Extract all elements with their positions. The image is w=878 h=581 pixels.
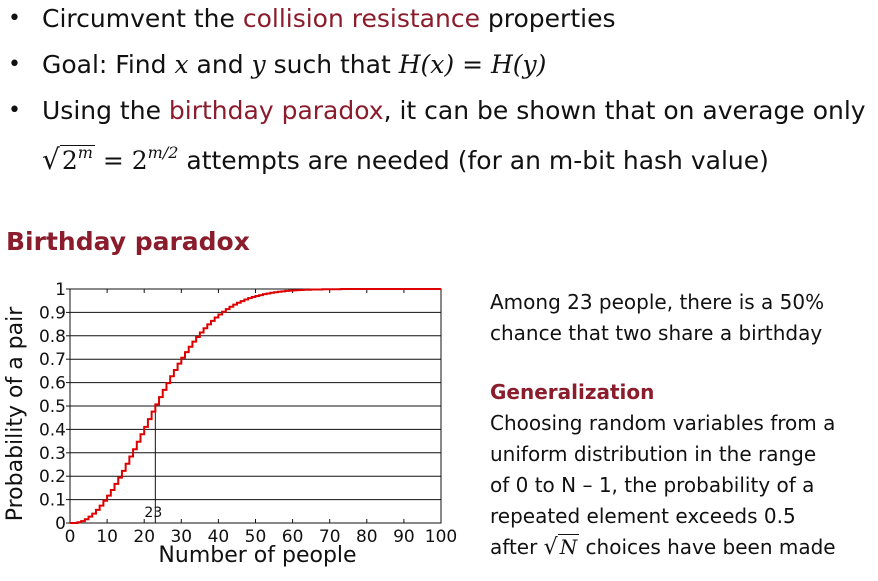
x-axis-label: Number of people — [158, 543, 356, 568]
section-title: Birthday paradox — [6, 227, 250, 256]
x-tick-label: 10 — [96, 527, 118, 547]
fact-line-1: Among 23 people, there is a 50% — [490, 290, 825, 314]
annotation-label: 23 — [144, 505, 162, 521]
bullet-dot: • — [8, 52, 21, 77]
sqrt-expression: √2m — [42, 138, 95, 176]
x-tick-label: 50 — [245, 527, 267, 547]
sqrt-exponent: m — [77, 143, 93, 162]
bullet-dot: • — [8, 6, 21, 31]
birthday-paradox-term: birthday paradox — [168, 96, 384, 125]
bullet-1-prefix: Circumvent the — [42, 4, 243, 33]
var-y: y — [251, 50, 266, 79]
x-tick-label: 0 — [65, 527, 76, 547]
power-exponent: m/2 — [147, 143, 179, 162]
bullet-2-text-b: such that — [265, 50, 399, 79]
sqrt-sign: √ — [543, 535, 558, 560]
bullet-2-and: and — [188, 50, 252, 79]
probability-curve — [70, 288, 441, 524]
y-tick-label: 0.9 — [39, 303, 66, 323]
gen-line-3: of 0 to N – 1, the probability of a — [490, 473, 815, 497]
y-axis-label: Probability of a pair — [3, 306, 28, 522]
var-x: x — [174, 50, 189, 79]
y-tick-label: 0.2 — [39, 467, 66, 487]
fact-line-2: chance that two share a birthday — [490, 321, 823, 345]
bullet-3-continued: √2m = 2m/2 attempts are needed (for an m… — [42, 138, 769, 176]
bullet-2-text-a: Goal: Find — [42, 50, 175, 79]
hash-equation: H(x) = H(y) — [398, 50, 547, 79]
gen-line-2: uniform distribution in the range — [490, 442, 817, 466]
gen-last-suffix: choices have been made — [579, 535, 836, 559]
x-tick-label: 90 — [393, 527, 415, 547]
chart-annotation: 23 — [70, 405, 162, 523]
birthday-chart: 0 0.1 0.2 0.3 0.4 0.5 0.6 0.7 0.8 0.9 1 0 10 20 30 40 5… — [0, 270, 470, 577]
x-tick-label: 40 — [208, 527, 230, 547]
gen-line-5: after √ N choices have been made — [490, 532, 875, 563]
explanation-panel: Among 23 people, there is a 50% chance t… — [490, 287, 875, 563]
x-tick-labels: 0 10 20 30 40 50 60 70 80 90 100 — [65, 527, 458, 547]
equals-two: = 2 — [94, 146, 148, 175]
sqrt-sign: √ — [42, 143, 60, 176]
y-tick-label: 0.5 — [39, 397, 66, 417]
bullet-dot: • — [8, 98, 21, 123]
collision-resistance-term: collision resistance — [242, 4, 480, 33]
y-tick-label: 0.3 — [39, 444, 66, 464]
x-tick-label: 70 — [319, 527, 341, 547]
bullet-3-suffix: , it can be shown that on average only — [383, 96, 866, 125]
gen-last-prefix: after — [490, 535, 544, 559]
x-tick-label: 20 — [133, 527, 155, 547]
sqrt-n-var: N — [557, 534, 580, 559]
y-tick-label: 0 — [55, 514, 66, 534]
y-tick-label: 1 — [55, 280, 66, 300]
sqrt-n: √ N — [544, 532, 580, 563]
y-tick-labels: 0 0.1 0.2 0.3 0.4 0.5 0.6 0.7 0.8 0.9 1 — [39, 280, 66, 534]
x-tick-label: 60 — [282, 527, 304, 547]
y-tick-label: 0.8 — [39, 327, 66, 347]
bullet-3-tail: attempts are needed (for an m-bit hash v… — [178, 146, 769, 175]
y-tick-label: 0.1 — [39, 491, 66, 511]
bullet-1-suffix: properties — [479, 4, 616, 33]
bullet-3-prefix: Using the — [42, 96, 169, 125]
sqrt-base: 2 — [61, 146, 78, 175]
y-tick-label: 0.4 — [39, 420, 66, 440]
generalization-heading: Generalization — [490, 380, 655, 404]
x-tick-label: 30 — [170, 527, 192, 547]
x-tick-label: 100 — [425, 527, 457, 547]
x-tick-label: 80 — [356, 527, 378, 547]
gen-line-4: repeated element exceeds 0.5 — [490, 504, 796, 528]
chart-svg: 0 0.1 0.2 0.3 0.4 0.5 0.6 0.7 0.8 0.9 1 0 10 20 30 40 5… — [3, 280, 458, 568]
y-tick-label: 0.7 — [39, 350, 66, 370]
gen-line-1: Choosing random variables from a — [490, 411, 836, 435]
y-tick-label: 0.6 — [39, 374, 66, 394]
